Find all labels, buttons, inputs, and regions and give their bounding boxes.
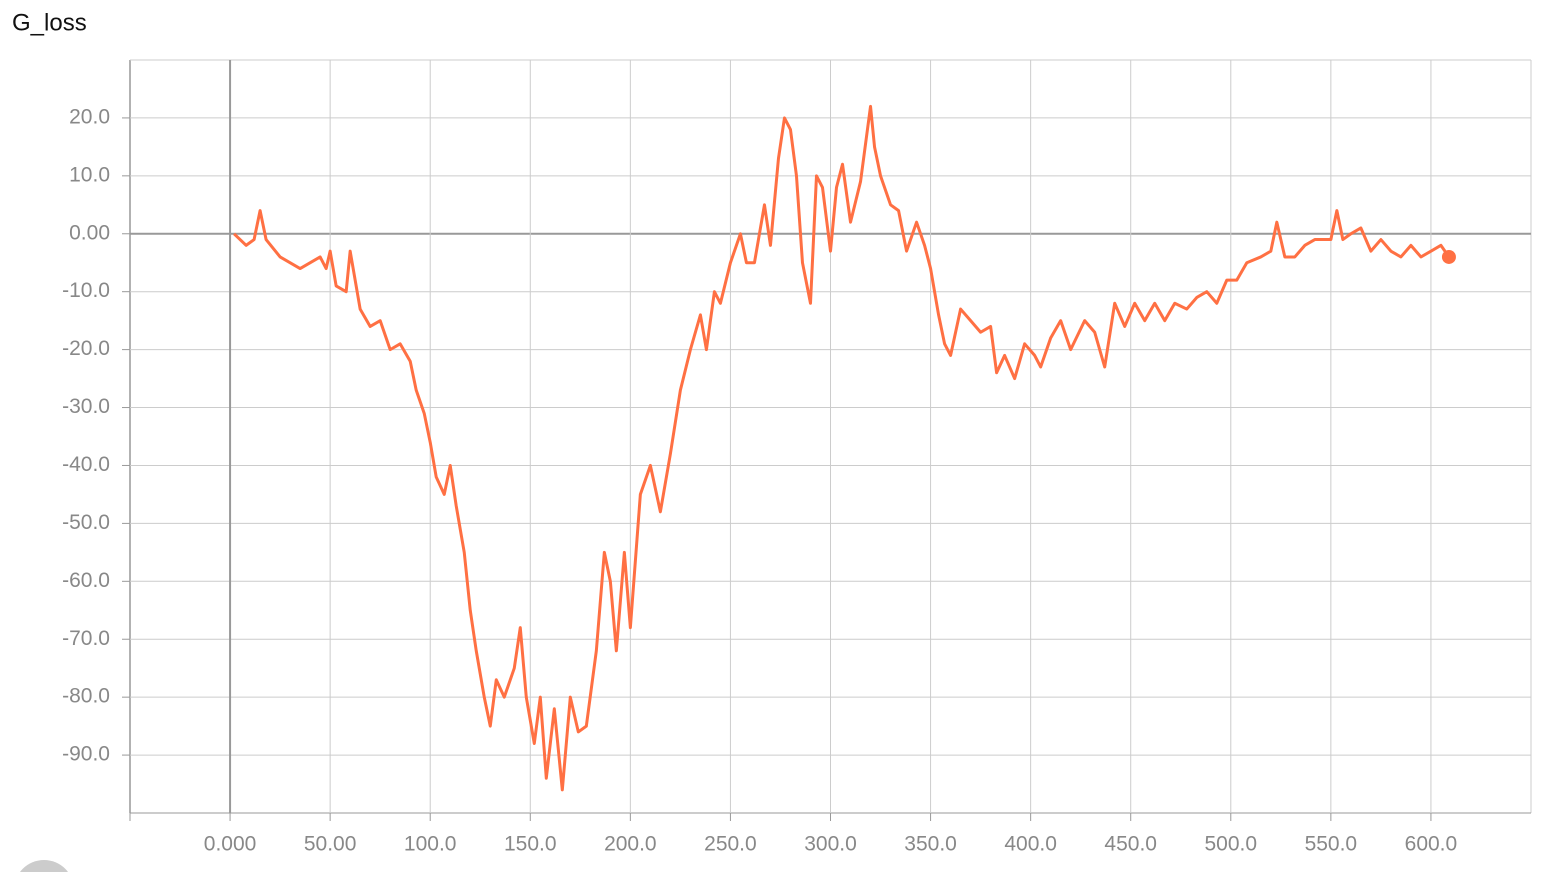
y-tick-label: -80.0 <box>62 685 110 708</box>
y-tick-label: 0.00 <box>69 221 110 244</box>
y-tick-label: -10.0 <box>62 279 110 302</box>
y-tick-label: -30.0 <box>62 395 110 418</box>
avatar <box>20 860 68 872</box>
x-tick-label: 200.0 <box>604 833 657 856</box>
y-tick-label: 10.0 <box>69 163 110 186</box>
y-tick-label: 20.0 <box>69 105 110 128</box>
y-tick-label: -70.0 <box>62 627 110 650</box>
x-tick-label: 250.0 <box>704 833 757 856</box>
y-tick-label: -50.0 <box>62 511 110 534</box>
end-point <box>1441 249 1456 264</box>
y-tick-label: -40.0 <box>62 453 110 476</box>
x-tick-label: 300.0 <box>804 833 857 856</box>
x-tick-label: 100.0 <box>404 833 457 856</box>
line-series <box>233 104 1451 792</box>
x-tick-label: 400.0 <box>1004 833 1057 856</box>
chart-title: G_loss <box>12 9 87 36</box>
x-tick-label: 0.000 <box>204 833 257 856</box>
y-tick-label: -20.0 <box>62 337 110 360</box>
y-tick-label: -90.0 <box>62 743 110 766</box>
x-tick-label: 600.0 <box>1405 833 1458 856</box>
x-tick-label: 350.0 <box>904 833 957 856</box>
y-tick-label: -60.0 <box>62 569 110 592</box>
x-tick-label: 500.0 <box>1205 833 1258 856</box>
x-tick-label: 450.0 <box>1104 833 1157 856</box>
x-tick-label: 50.00 <box>304 833 357 856</box>
x-tick-label: 150.0 <box>504 833 557 856</box>
x-tick-label: 550.0 <box>1305 833 1358 856</box>
